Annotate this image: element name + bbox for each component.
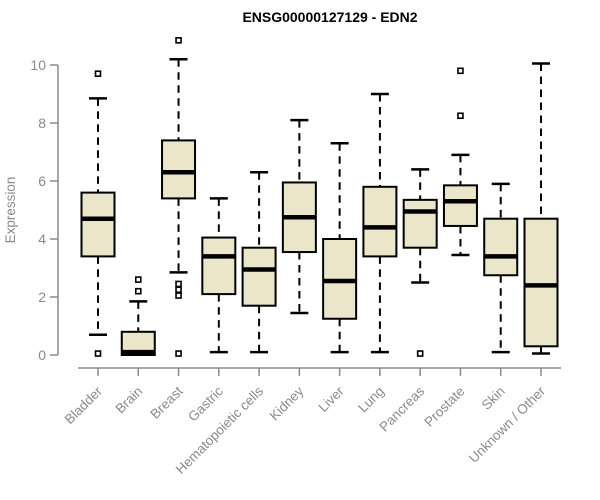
outlier-point [416,350,424,357]
boxplot-unknown-other [523,62,559,355]
boxplot-brain [120,276,156,356]
outlier-point [175,350,182,357]
outlier-point [175,280,182,288]
y-tick-label: 0 [38,347,46,363]
x-category-label: Pancreas [376,383,427,434]
outlier-point [175,37,182,44]
y-tick-label: 8 [38,115,46,131]
iqr-box [80,191,116,258]
x-category-label: Brain [113,384,146,417]
iqr-box [523,217,559,348]
x-category-label: Lung [355,384,387,416]
y-tick-label: 4 [38,231,46,247]
iqr-box [161,139,197,200]
outlier-point [94,70,102,77]
iqr-box [402,198,438,249]
iqr-box [201,236,237,296]
boxplot-gastric [201,197,237,354]
iqr-box [483,217,519,277]
outlier-point [457,112,464,120]
boxplot-hematopoietic-cells [241,171,277,354]
outlier-point [175,286,182,294]
outlier-point [134,276,142,283]
outlier-point [94,350,102,357]
iqr-box [442,184,478,227]
y-tick-label: 10 [30,57,46,73]
boxplot-prostate [442,67,478,257]
x-category-label: Skin [479,384,508,413]
iqr-box [241,246,277,307]
y-axis-label: Expression [3,177,18,244]
x-category-label: Bladder [62,383,106,427]
x-category-label: Prostate [421,384,467,430]
boxplot-breast [161,37,197,357]
boxplot-kidney [281,118,317,315]
boxplot-skin [483,182,519,354]
outlier-point [457,67,464,75]
x-category-label: Unknown / Other [466,383,549,466]
iqr-box [120,330,156,356]
boxplot-pancreas [402,168,438,357]
y-tick-label: 2 [38,289,46,305]
boxplot-lung [362,92,398,354]
boxplot-bladder [80,70,116,357]
outlier-point [175,292,182,299]
outlier-point [134,287,142,295]
x-category-label: Liver [315,383,347,415]
x-category-label: Kidney [267,383,307,423]
x-category-label: Breast [147,383,185,421]
y-tick-label: 6 [38,173,46,189]
iqr-box [362,185,398,258]
boxplot-liver [322,142,358,354]
chart-title: ENSG00000127129 - EDN2 [242,9,417,25]
